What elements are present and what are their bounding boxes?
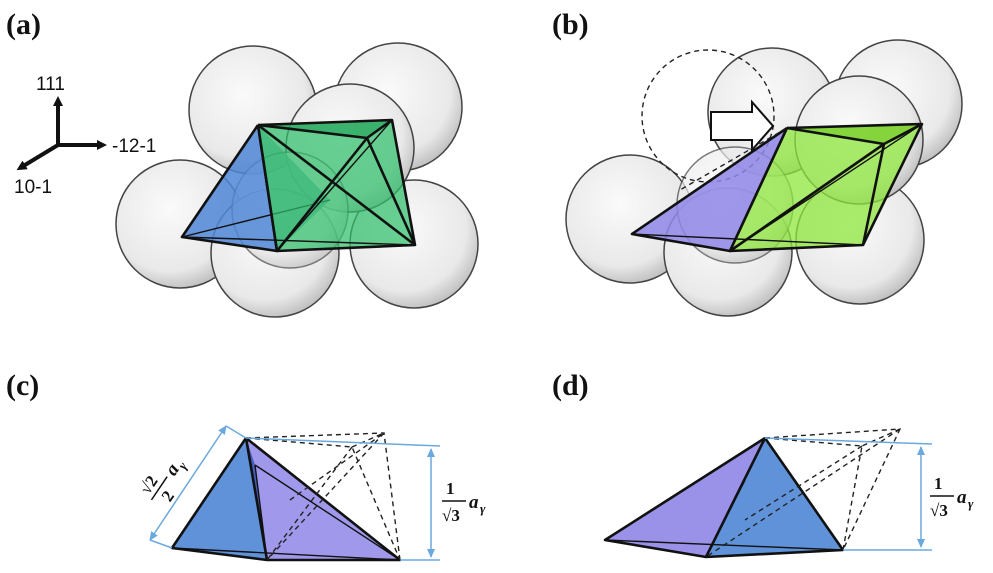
formula-symbol: a xyxy=(469,492,479,513)
dimension-extension xyxy=(764,437,933,445)
panel-a: (a) 111 -12-1 10-1 xyxy=(6,8,479,318)
tetrahedron-hidden-edge xyxy=(679,127,788,191)
octahedron-a xyxy=(181,118,417,253)
axis-label-m12m1: -12-1 xyxy=(112,136,156,157)
dashed-octahedron-c xyxy=(245,432,401,561)
panel-a-label: (a) xyxy=(6,8,41,41)
formula-denominator: √3 xyxy=(442,506,460,525)
octahedron-inner-edge xyxy=(276,119,393,252)
dashed-octahedron-d xyxy=(705,428,902,558)
formula-subscript: γ xyxy=(968,496,974,511)
shift-arrow-icon xyxy=(710,99,775,153)
tetrahedron-face xyxy=(605,438,765,557)
dashed-edge xyxy=(351,432,385,448)
dimension-extension xyxy=(225,425,247,439)
formula-symbol: a xyxy=(957,487,967,508)
octahedron-inner-edge xyxy=(729,123,923,252)
formula-subscript: γ xyxy=(480,501,486,516)
tetrahedron-edge xyxy=(244,437,269,561)
octahedron-inner-edge xyxy=(181,236,416,246)
octahedron-edge xyxy=(729,142,885,253)
octahedron-b xyxy=(631,122,924,253)
height-dimension-d: 1 √3 a γ xyxy=(764,437,974,551)
tetrahedron-inner-edge xyxy=(254,464,268,561)
panel-c: (c) √2 xyxy=(6,369,486,562)
panel-d-label: (d) xyxy=(552,369,589,402)
tetrahedron-d xyxy=(603,436,845,559)
axis-10m1-arrow xyxy=(16,143,60,171)
dimension-extension xyxy=(245,437,441,447)
fraction-bar xyxy=(150,476,168,501)
dashed-edge xyxy=(861,428,901,447)
panel-b: (b) xyxy=(552,8,963,317)
dashed-edge xyxy=(266,446,353,561)
tetrahedron-face xyxy=(632,128,787,251)
height-dimension-c: 1 √3 a γ xyxy=(245,437,486,561)
tetrahedron-inner-edge xyxy=(254,464,401,561)
panel-b-label: (b) xyxy=(552,8,589,41)
dimension-extension xyxy=(149,539,173,549)
axis-triad: 111 -12-1 10-1 xyxy=(14,74,156,198)
dashed-edge xyxy=(266,432,385,561)
formula-numerator: 1 xyxy=(446,479,455,498)
tetrahedron-face xyxy=(706,438,843,557)
octahedron-edge xyxy=(786,126,885,146)
edge-length-formula: √2 2 a γ xyxy=(136,459,190,505)
dashed-edge xyxy=(705,428,901,558)
formula-denominator: 2 xyxy=(158,487,179,505)
panel-d: (d) 1 √3 a γ xyxy=(552,369,974,559)
octahedron-edge xyxy=(275,137,369,252)
octahedron-edge xyxy=(257,123,416,247)
formula-denominator: √3 xyxy=(930,501,948,520)
octahedron-edge xyxy=(257,123,368,140)
octahedron-face xyxy=(787,124,922,144)
panel-c-label: (c) xyxy=(6,369,39,402)
dimension-arrow xyxy=(149,425,227,541)
dashed-edge xyxy=(289,432,385,501)
axis-label-111: 111 xyxy=(36,74,65,95)
tetrahedron-inner-edge xyxy=(171,547,401,561)
formula-numerator: 1 xyxy=(934,474,943,493)
axis-label-10m1: 10-1 xyxy=(14,177,52,198)
